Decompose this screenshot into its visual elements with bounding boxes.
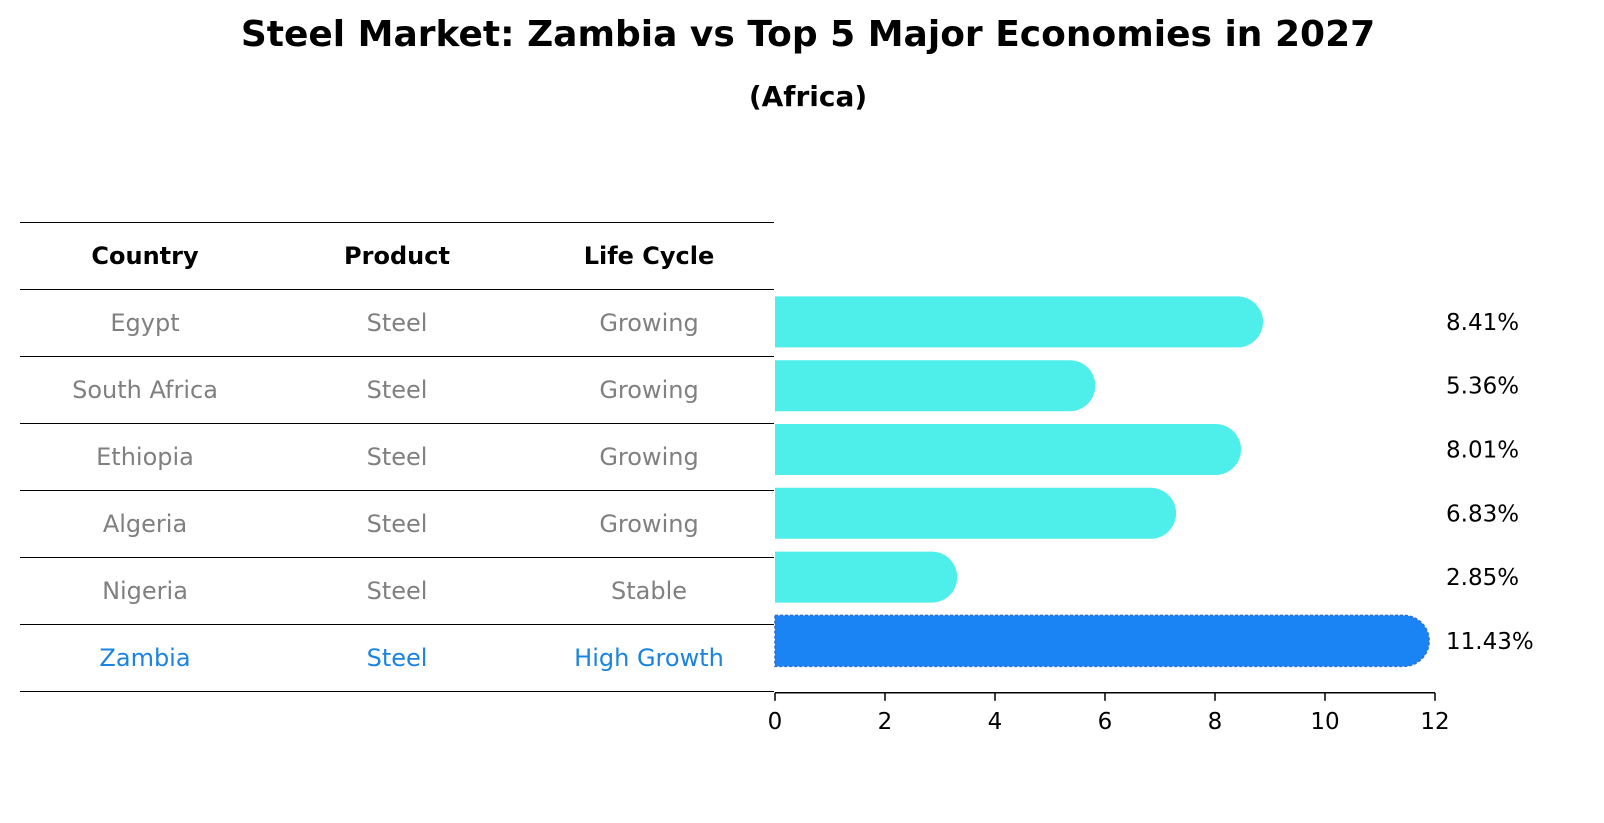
life-cycle-cell: Growing (599, 510, 699, 538)
country-cell: Algeria (102, 510, 188, 538)
x-tick-label: 10 (1310, 709, 1339, 735)
x-tick-label: 0 (768, 709, 783, 735)
life-cycle-cell: Growing (599, 376, 699, 404)
bar-chart: 8.41% 5.36% 8.01% 6.83% 2.85% 11.43% 0 2 4 6 8 10 12 (768, 296, 1534, 735)
chart-subtitle: (Africa) (748, 80, 868, 113)
product-cell: Steel (366, 309, 428, 337)
product-cell: Steel (366, 577, 428, 605)
table-header-row: Country Product Life Cycle (20, 222, 774, 289)
bar (775, 424, 1242, 475)
value-label: 6.83% (1446, 501, 1519, 527)
bar (775, 551, 958, 603)
country-cell: Egypt (110, 309, 180, 337)
bar (775, 487, 1177, 539)
life-cycle-cell: Growing (599, 443, 699, 471)
x-tick-label: 8 (1208, 709, 1223, 735)
product-cell: Steel (366, 510, 428, 538)
country-table: Country Product Life Cycle Egypt Steel G… (20, 222, 774, 692)
country-cell: Nigeria (102, 577, 188, 605)
table-row: Nigeria Steel Stable (20, 557, 774, 624)
x-tick-label: 4 (988, 709, 1003, 735)
product-cell: Steel (366, 443, 428, 471)
x-tick-label: 6 (1098, 709, 1113, 735)
product-cell: Steel (366, 644, 428, 672)
bar (775, 360, 1096, 412)
value-label: 8.01% (1446, 438, 1519, 464)
header-product: Product (344, 242, 450, 270)
header-life-cycle: Life Cycle (583, 242, 715, 270)
life-cycle-cell: High Growth (574, 644, 724, 672)
x-tick-label: 12 (1420, 709, 1449, 735)
chart-title: Steel Market: Zambia vs Top 5 Major Econ… (240, 14, 1376, 55)
table-row-highlight: Zambia Steel High Growth (20, 624, 774, 692)
table-row: South Africa Steel Growing (20, 356, 774, 423)
country-cell: Ethiopia (96, 443, 194, 471)
life-cycle-cell: Stable (610, 577, 688, 605)
value-label: 5.36% (1446, 374, 1519, 400)
life-cycle-cell: Growing (599, 309, 699, 337)
header-country: Country (91, 242, 199, 270)
value-label: 8.41% (1446, 310, 1519, 336)
country-cell: Zambia (99, 644, 191, 672)
product-cell: Steel (366, 376, 428, 404)
bar-highlight (774, 614, 1430, 668)
table-row: Algeria Steel Growing (20, 490, 774, 557)
x-tick-label: 2 (878, 709, 893, 735)
value-label: 2.85% (1446, 565, 1519, 591)
value-label: 11.43% (1446, 629, 1534, 655)
table-row: Egypt Steel Growing (20, 289, 774, 356)
table-row: Ethiopia Steel Growing (20, 423, 774, 490)
country-cell: South Africa (72, 376, 218, 404)
bar (775, 296, 1264, 348)
